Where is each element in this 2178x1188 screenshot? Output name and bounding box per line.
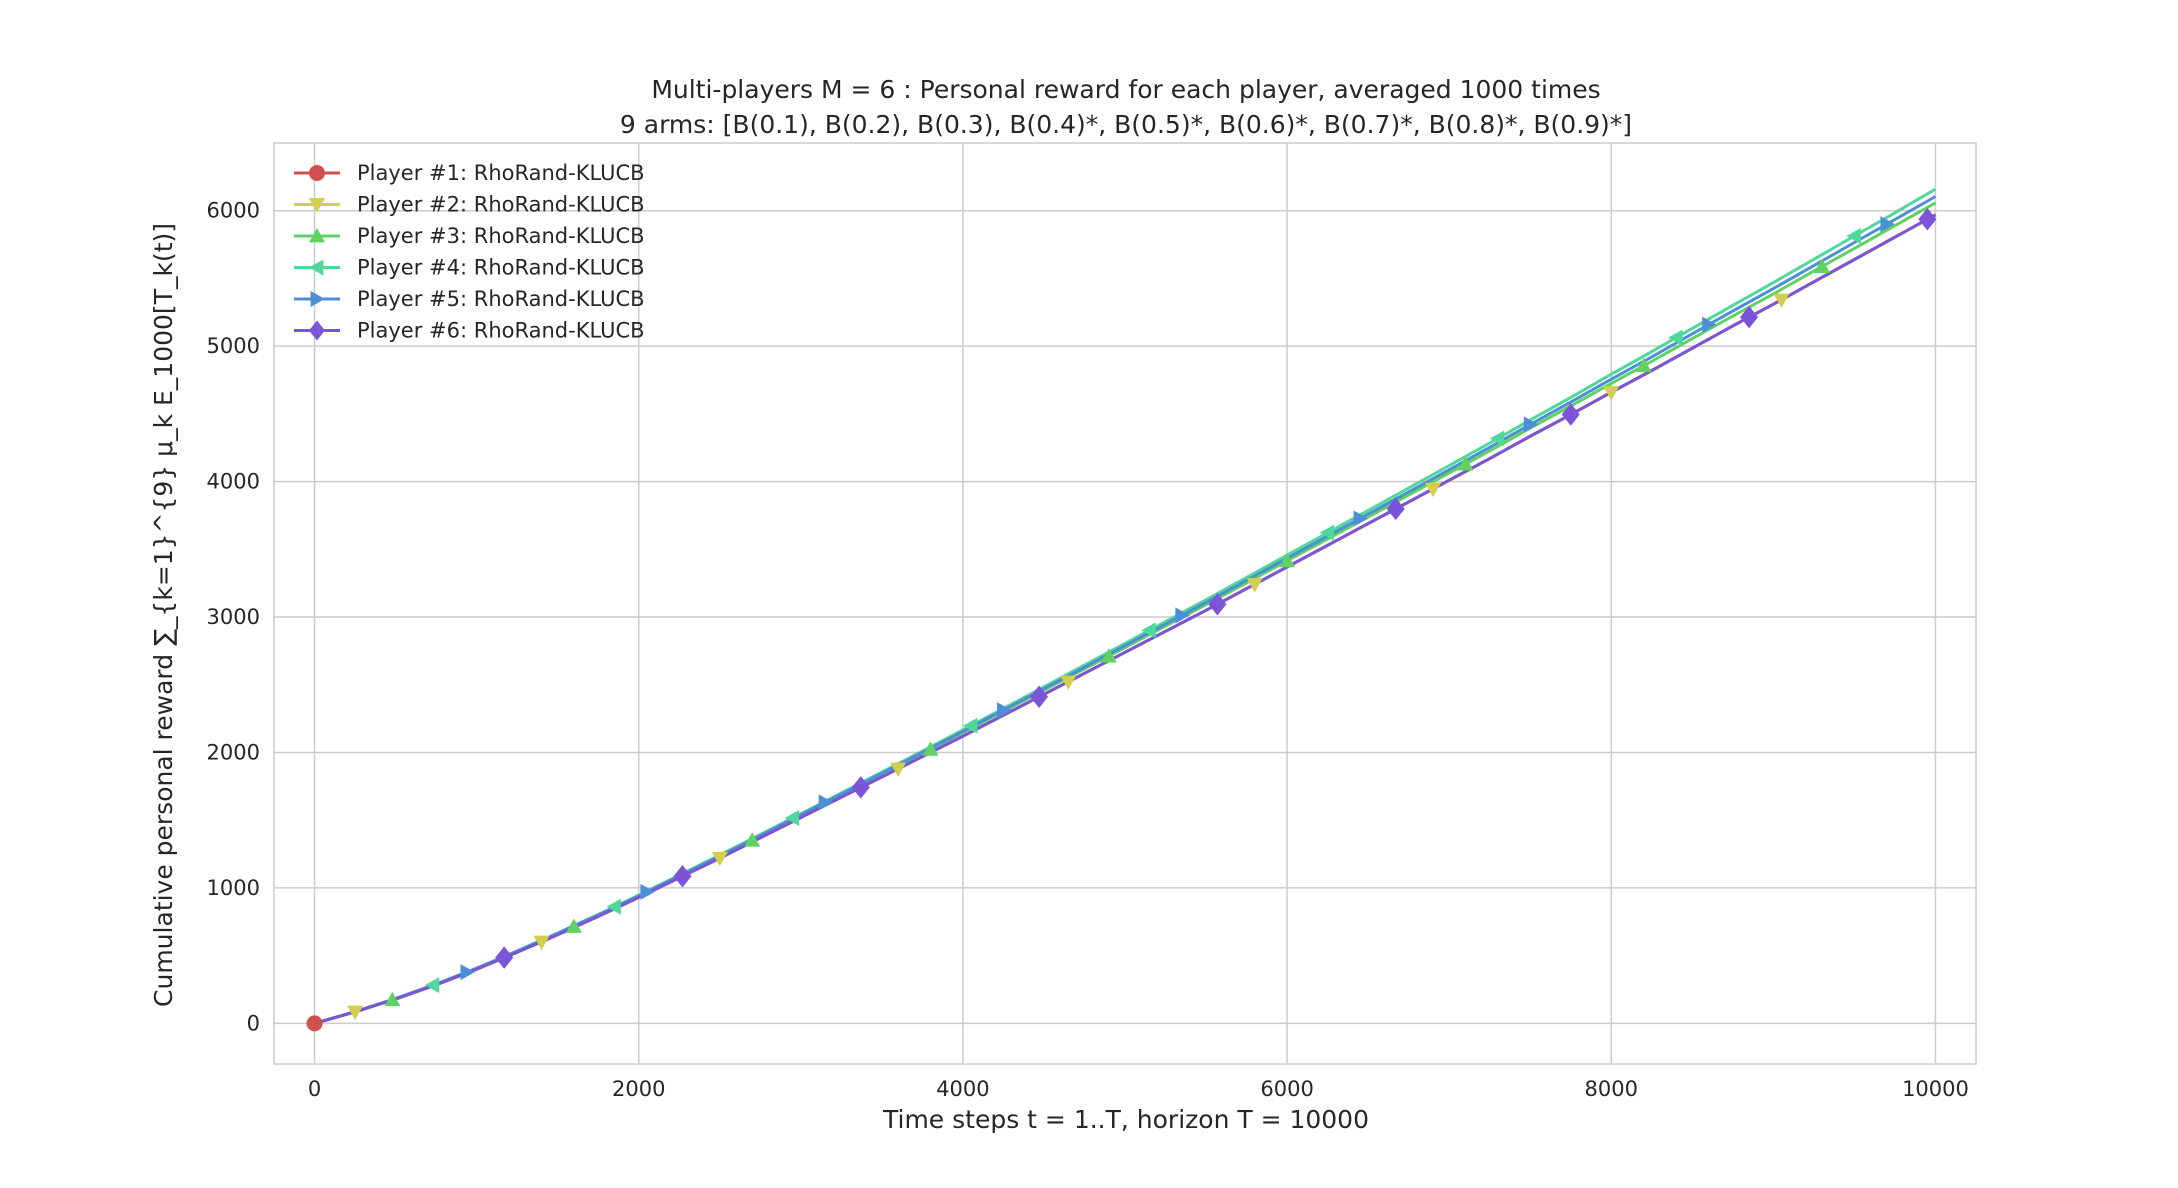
x-tick-label: 10000 (1902, 1077, 1969, 1101)
legend-marker-player-2 (309, 198, 325, 213)
data-point-player-6 (1740, 305, 1759, 329)
x-tick-label: 2000 (612, 1077, 665, 1101)
data-point-player-2 (1424, 482, 1441, 498)
legend-marker-player-3 (309, 228, 325, 243)
data-point-player-4 (424, 977, 440, 994)
y-tick-label: 0 (247, 1011, 260, 1035)
data-point-player-6 (1208, 592, 1227, 616)
data-point-player-6 (1561, 403, 1580, 426)
data-point-player-2 (533, 935, 550, 950)
y-axis-label: Cumulative personal reward ∑_{k=1}^{9} μ… (149, 223, 178, 1007)
chart-title-line-1: Multi-players M = 6 : Personal reward fo… (651, 75, 1600, 104)
y-tick-labels: 0 1000 2000 3000 4000 5000 6000 (207, 199, 260, 1036)
data-point-player-4 (1489, 430, 1505, 447)
data-point-player-2 (1246, 578, 1263, 593)
data-point-player-3 (1635, 357, 1652, 373)
data-point-player-5 (1353, 510, 1369, 527)
x-axis-label: Time steps t = 1..T, horizon T = 10000 (882, 1105, 1369, 1134)
x-tick-label: 6000 (1260, 1077, 1313, 1101)
data-point-player-5 (1175, 607, 1190, 624)
data-point-player-4 (1141, 622, 1156, 639)
data-point-player-6 (673, 864, 692, 888)
legend-marker-player-5 (310, 291, 325, 307)
data-point-player-3 (384, 991, 401, 1007)
legend-label-player-5: Player #5: RhoRand-KLUCB (357, 287, 645, 311)
data-point-player-3 (922, 741, 939, 756)
data-point-player-5 (460, 964, 475, 981)
data-point-player-6 (495, 946, 514, 969)
data-point-player-3 (1457, 456, 1474, 471)
x-tick-labels: 0 2000 4000 6000 8000 10000 (308, 1077, 1969, 1101)
legend-marker-player-1 (309, 165, 325, 181)
data-point-player-2 (1060, 675, 1077, 690)
data-point-player-2 (711, 852, 728, 867)
data-point-player-2 (1603, 386, 1620, 401)
data-point-player-2 (890, 762, 907, 778)
data-point-player-5 (1702, 316, 1717, 333)
data-point-player-4 (606, 898, 621, 915)
data-point-player-6 (1918, 208, 1937, 231)
data-point-player-6 (851, 776, 870, 799)
legend-marker-player-4 (309, 259, 324, 276)
data-point-player-5 (997, 702, 1012, 719)
y-tick-label: 2000 (207, 740, 260, 764)
data-point-player-5 (1880, 216, 1895, 233)
y-tick-label: 6000 (207, 199, 260, 223)
data-point-player-2 (347, 1005, 364, 1020)
series-markers (306, 208, 1937, 1032)
data-point-player-3 (1100, 648, 1117, 663)
data-point-player-1 (306, 1015, 323, 1032)
data-point-player-3 (1814, 258, 1831, 273)
chart-title-line-2: 9 arms: [B(0.1), B(0.2), B(0.3), B(0.4)*… (620, 110, 1632, 139)
data-point-player-4 (784, 809, 800, 826)
x-tick-label: 0 (308, 1077, 321, 1101)
plot-area (273, 142, 1977, 1065)
data-point-player-3 (1279, 552, 1296, 568)
data-point-player-6 (1030, 685, 1049, 709)
series-lines (314, 187, 1937, 1025)
data-point-player-4 (1668, 329, 1683, 346)
data-point-player-6 (1386, 497, 1405, 521)
legend-label-player-3: Player #3: RhoRand-KLUCB (357, 224, 645, 248)
data-point-player-5 (1523, 416, 1539, 433)
y-tick-label: 4000 (207, 470, 260, 494)
grid (274, 143, 1976, 1064)
legend-label-player-6: Player #6: RhoRand-KLUCB (357, 319, 645, 343)
legend: Player #1: RhoRand-KLUCB Player #2: RhoRa… (294, 161, 645, 343)
x-tick-label: 4000 (936, 1077, 989, 1101)
series-line-player-6 (314, 213, 1937, 1025)
y-tick-label: 3000 (207, 605, 260, 629)
data-point-player-5 (640, 883, 655, 900)
x-tick-label: 8000 (1585, 1077, 1638, 1101)
y-tick-label: 5000 (207, 334, 260, 358)
data-point-player-3 (565, 918, 582, 933)
legend-marker-player-6 (309, 320, 325, 341)
data-point-player-4 (1846, 228, 1861, 245)
legend-label-player-1: Player #1: RhoRand-KLUCB (357, 161, 645, 185)
data-point-player-3 (744, 832, 761, 847)
y-tick-label: 1000 (207, 876, 260, 900)
legend-label-player-4: Player #4: RhoRand-KLUCB (357, 256, 645, 280)
data-point-player-4 (963, 717, 978, 734)
data-point-player-4 (1319, 524, 1335, 541)
data-point-player-5 (818, 794, 834, 811)
data-point-player-2 (1773, 293, 1790, 308)
legend-label-player-2: Player #2: RhoRand-KLUCB (357, 193, 645, 217)
